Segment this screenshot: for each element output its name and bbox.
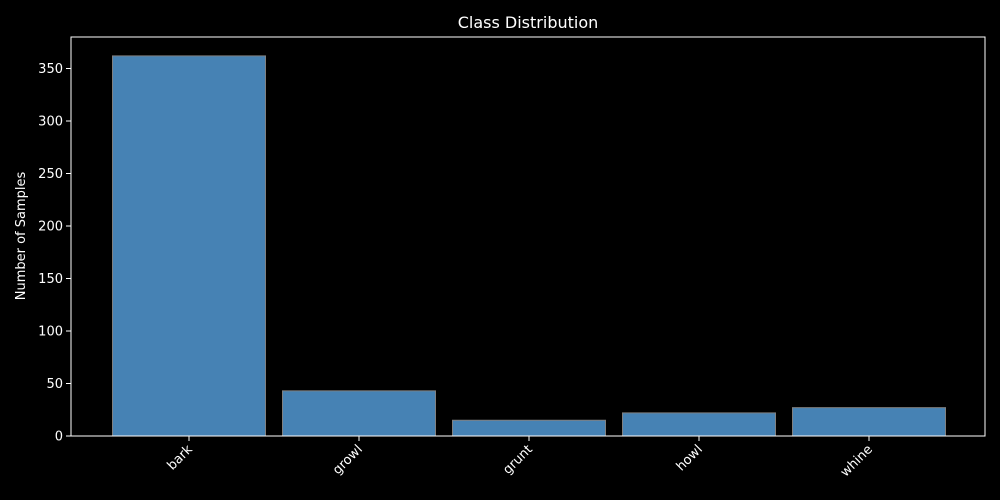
bar-whine — [792, 407, 946, 437]
bar-growl — [282, 390, 436, 437]
x-tick-label-grunt: grunt — [500, 442, 535, 477]
y-tick-label: 0 — [55, 430, 63, 445]
y-tick-label: 200 — [38, 220, 63, 235]
bar-bark — [112, 55, 266, 437]
x-axis-ticks: bark growl grunt howl whine — [165, 436, 876, 480]
y-axis-ticks: 0 50 100 150 200 250 300 350 — [38, 62, 71, 445]
y-tick-label: 250 — [38, 167, 63, 182]
y-axis-label: Number of Samples — [14, 172, 29, 301]
chart-title: Class Distribution — [458, 13, 599, 32]
y-tick-label: 50 — [46, 377, 63, 392]
y-tick-label: 150 — [38, 272, 63, 287]
x-tick-label-bark: bark — [165, 442, 197, 474]
y-tick-label: 100 — [38, 325, 63, 340]
x-tick-label-growl: growl — [330, 442, 366, 478]
plot-area-frame — [70, 36, 986, 437]
x-tick-label-howl: howl — [674, 442, 706, 474]
bars-group — [112, 55, 946, 437]
y-tick-label: 300 — [38, 115, 63, 130]
bar-howl — [622, 412, 776, 437]
bar-grunt — [452, 419, 606, 437]
y-tick-label: 350 — [38, 62, 63, 77]
x-tick-label-whine: whine — [838, 442, 876, 480]
